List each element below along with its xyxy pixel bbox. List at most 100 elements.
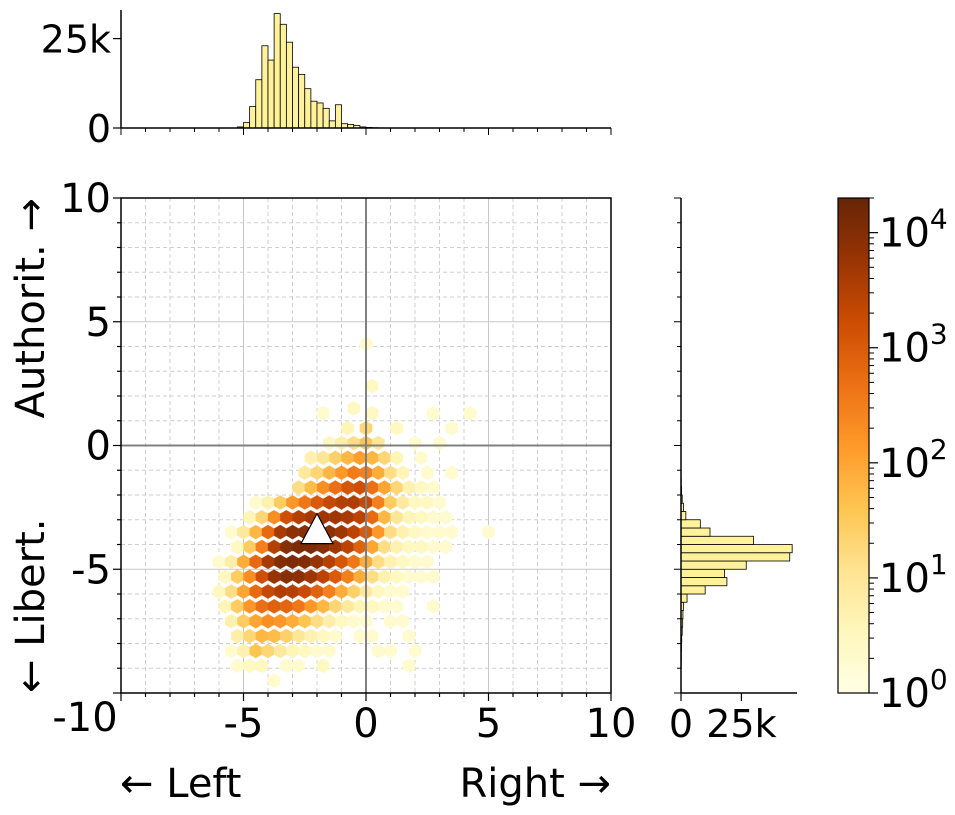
hexbin-cell xyxy=(390,598,404,614)
hexbin-cell xyxy=(482,524,495,540)
hexbin-cell xyxy=(322,435,336,451)
hexbin-cell xyxy=(341,569,355,585)
hexbin-cell xyxy=(335,613,348,629)
hexbin-cell xyxy=(353,628,367,644)
colorbar-tick-base: 10 xyxy=(879,326,930,372)
right-histogram-bars xyxy=(680,469,793,669)
hexbin-cell xyxy=(414,569,428,585)
hexbin-cell xyxy=(414,509,428,525)
hexbin-cell xyxy=(371,524,385,540)
hexbin-cell xyxy=(347,465,361,481)
hexbin-cell xyxy=(341,509,355,525)
right-histogram-bar xyxy=(680,585,706,595)
hexbin-cell xyxy=(292,658,306,674)
hexbin-cell xyxy=(439,509,453,525)
hexbin-cell xyxy=(426,598,440,614)
hexbin-cell xyxy=(243,628,257,644)
hexbin-cell xyxy=(249,643,263,659)
top-histogram-bar xyxy=(261,45,269,129)
colorbar-tick-base: 10 xyxy=(879,211,930,257)
hexbin-cell xyxy=(365,405,379,421)
right-histogram-x-ticks: 0 25k xyxy=(669,693,777,746)
x-tick-label: -10 xyxy=(52,695,117,741)
hexbin-cell xyxy=(445,524,459,540)
hexbin-cell xyxy=(377,480,391,495)
hexbin-cell xyxy=(286,613,299,629)
hexbin-cell xyxy=(273,524,287,540)
x-tick-label: 0 xyxy=(353,701,378,747)
x-tick-label: 5 xyxy=(476,701,501,747)
hexbin-cell xyxy=(390,569,404,585)
hexbin-cell xyxy=(261,495,275,510)
hexbin-cell xyxy=(249,584,263,599)
hexbin-cell xyxy=(267,539,281,555)
hexbin-cell xyxy=(353,539,367,555)
right-histogram-x-tick-label: 0 xyxy=(669,702,693,746)
hexbin-cell xyxy=(304,628,318,644)
hexbin-cell xyxy=(335,584,348,599)
hexbin-cell xyxy=(384,613,397,629)
hexbin-cell xyxy=(335,524,348,540)
hexbin-cell xyxy=(365,569,379,585)
hexbin-cell xyxy=(298,584,312,599)
hexbin-cell xyxy=(439,539,453,555)
hexbin-cell xyxy=(365,509,379,525)
hexbin-cell xyxy=(292,598,306,614)
hexbin-cell xyxy=(286,584,299,599)
hexbin-cell xyxy=(341,420,355,436)
colorbar-tick-label: 101 xyxy=(879,548,948,602)
right-histogram-bar xyxy=(680,568,725,578)
hexbin-cell xyxy=(310,465,324,481)
hexbin-cell xyxy=(371,465,385,481)
hexbin-cell xyxy=(310,613,324,629)
hexbin-cell xyxy=(298,643,312,659)
hexbin-cell xyxy=(347,435,361,451)
hexbin-cell xyxy=(249,495,263,510)
hexbin-cell xyxy=(273,554,287,570)
hexbin-cell xyxy=(273,584,287,599)
hexbin-cell xyxy=(396,613,410,629)
right-histogram: 0 25k xyxy=(669,197,797,746)
hexbin-cell xyxy=(414,480,428,495)
hexbin-cell xyxy=(408,554,422,570)
hexbin-cell xyxy=(335,435,348,451)
main-panel: -5 0 5 10 -10 -5 0 5 10 xyxy=(52,176,636,747)
colorbar-tick-base: 10 xyxy=(879,556,930,602)
hexbin-cell xyxy=(335,495,348,510)
hexbin-cell xyxy=(230,539,244,555)
right-histogram-bar xyxy=(680,527,711,537)
hexbin-cell xyxy=(426,480,440,495)
right-histogram-bar xyxy=(680,593,688,603)
x-label-right: Right → xyxy=(459,761,611,807)
hexbin-cell xyxy=(273,495,287,510)
hexbin-cell xyxy=(433,524,446,540)
hexbin-cell xyxy=(224,613,238,629)
hexbin-cell xyxy=(279,509,293,525)
hexbin-cell xyxy=(426,509,440,525)
hexbin-cell xyxy=(347,554,361,570)
hexbin-cell xyxy=(243,658,257,674)
hexbin-cell xyxy=(298,554,312,570)
hexbin-cell xyxy=(218,569,232,585)
hexbin-cell xyxy=(316,628,330,644)
hexbin-layer xyxy=(212,336,495,689)
hexbin-cell xyxy=(322,643,336,659)
hexbin-cell xyxy=(249,554,263,570)
top-histogram-y-tick-label: 25k xyxy=(41,18,111,62)
colorbar-gradient xyxy=(838,198,869,693)
hexbin-cell xyxy=(371,584,385,599)
hexbin-cell xyxy=(353,598,367,614)
top-histogram-bar xyxy=(304,88,312,129)
hexbin-cell xyxy=(335,554,348,570)
hexbin-cell xyxy=(371,554,385,570)
hexbin-cell xyxy=(414,539,428,555)
hexbin-cell xyxy=(273,643,287,659)
hexbin-cell xyxy=(371,643,385,659)
hexbin-cell xyxy=(384,584,397,599)
hexbin-cell xyxy=(322,613,336,629)
hexbin-cell xyxy=(243,569,257,585)
y-tick-label: 5 xyxy=(86,300,111,346)
hexbin-cell xyxy=(249,613,263,629)
hexbin-cell xyxy=(298,465,312,481)
